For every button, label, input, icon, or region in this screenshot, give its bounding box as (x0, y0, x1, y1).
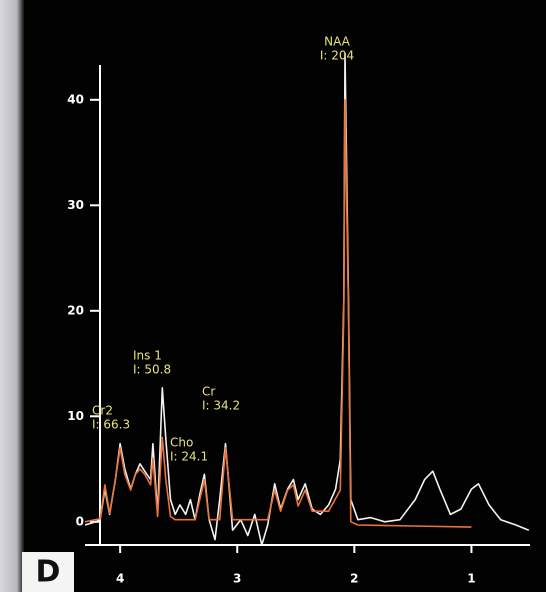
peak-label: I: 204 (320, 49, 354, 63)
peak-label: I: 50.8 (133, 363, 171, 377)
chart: D 0102030404321NAAI: 204Ins 1I: 50.8CrI:… (0, 0, 546, 592)
y-tick-label: 20 (67, 303, 84, 317)
y-tick-label: 0 (76, 514, 84, 528)
y-tick-label: 10 (67, 409, 84, 423)
peak-label: Cr (202, 385, 215, 399)
x-tick-label: 2 (350, 572, 358, 586)
photo-edge (0, 0, 24, 592)
x-tick-label: 3 (233, 572, 241, 586)
x-tick-label: 1 (467, 572, 475, 586)
peak-label: NAA (324, 35, 351, 49)
panel-label: D (36, 555, 61, 590)
peak-label: I: 66.3 (92, 418, 130, 432)
peak-label: I: 24.1 (170, 450, 208, 464)
y-tick-label: 30 (67, 198, 84, 212)
peak-label: I: 34.2 (202, 399, 240, 413)
peak-label: Ins 1 (133, 349, 162, 363)
x-tick-label: 4 (116, 572, 124, 586)
y-tick-label: 40 (67, 92, 84, 106)
peak-label: Cr2 (92, 404, 113, 418)
peak-label: Cho (170, 436, 193, 450)
page: D 0102030404321NAAI: 204Ins 1I: 50.8CrI:… (0, 0, 546, 592)
